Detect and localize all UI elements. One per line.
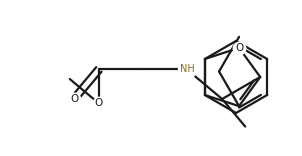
- Text: O: O: [95, 98, 103, 108]
- Text: NH: NH: [179, 64, 194, 74]
- Text: O: O: [235, 43, 243, 53]
- Text: O: O: [70, 94, 79, 104]
